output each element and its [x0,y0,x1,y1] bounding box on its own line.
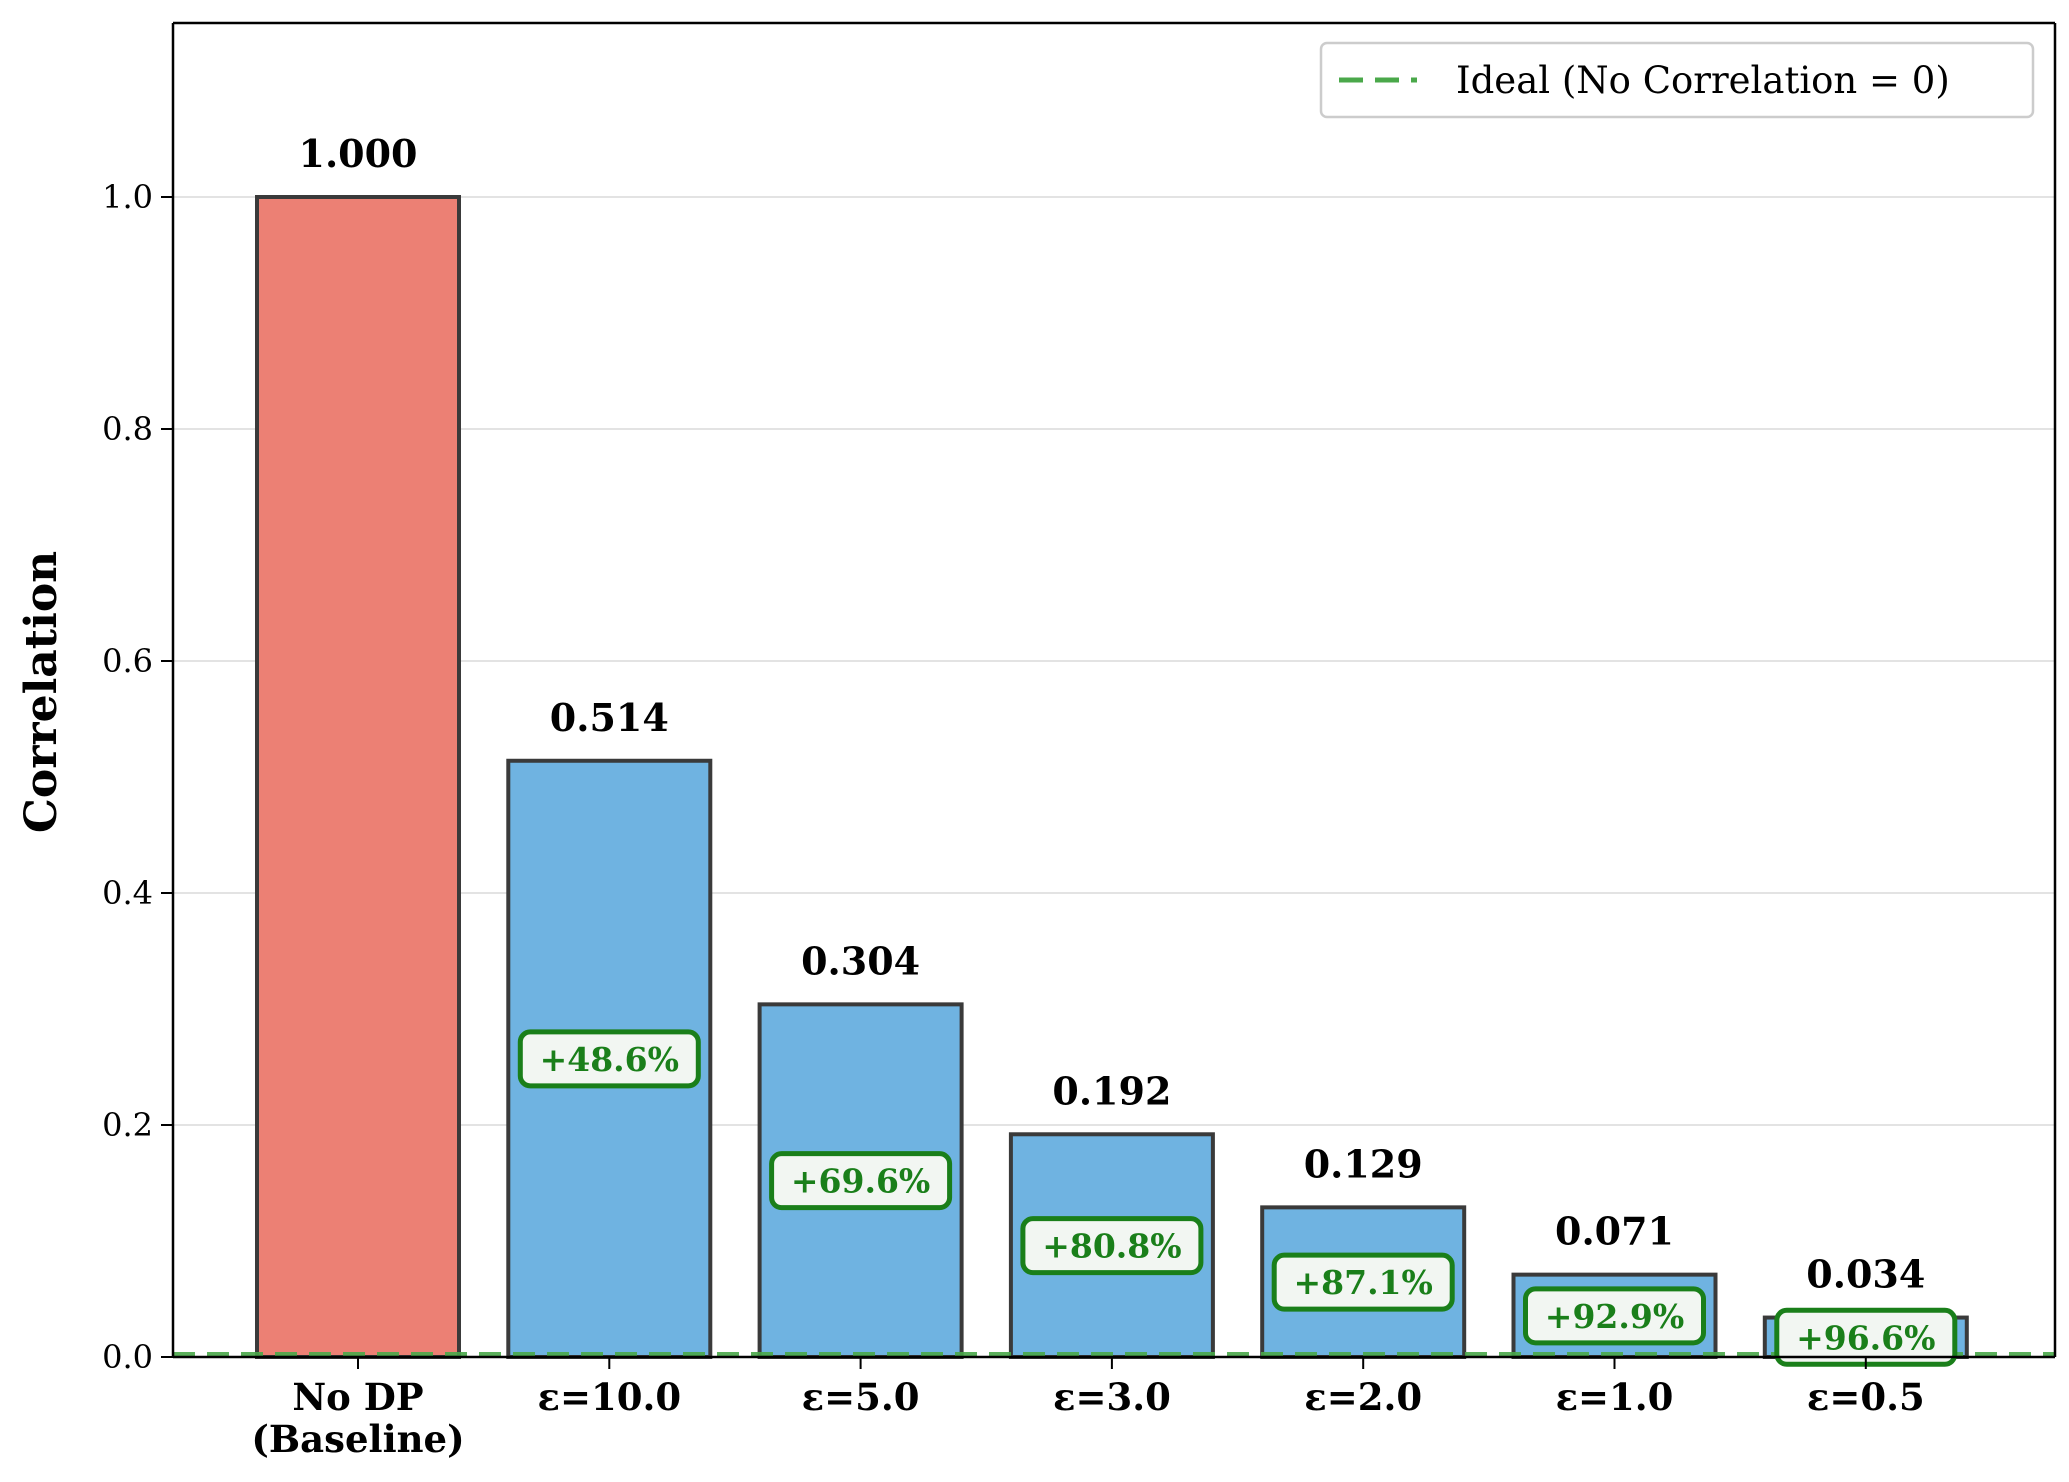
improvement-badge [1020,1216,1204,1276]
improvement-label: +80.8% [1042,1227,1181,1266]
bar-value-label: 0.514 [550,695,669,740]
x-tick-label: ε=2.0 [1304,1375,1422,1419]
y-tick-label: 0.2 [102,1106,153,1144]
x-tick-label: ε=10.0 [537,1375,681,1419]
bar-value-label: 0.129 [1304,1141,1423,1186]
legend-entry-label: Ideal (No Correlation = 0) [1456,59,1950,102]
improvement-label: +48.6% [540,1040,679,1079]
bar-value-label: 0.071 [1555,1209,1674,1254]
x-tick-label: No DP [292,1375,423,1419]
improvement-label: +96.6% [1796,1318,1935,1357]
bar-value-label: 0.192 [1052,1068,1171,1113]
legend-box [1319,41,2035,119]
improvement-badge [1523,1286,1706,1346]
legend: Ideal (No Correlation = 0) [1319,41,2035,119]
improvement-label: +92.9% [1545,1297,1684,1336]
bar-value-label: 0.034 [1806,1252,1925,1297]
x-tick-label: ε=3.0 [1053,1375,1171,1419]
improvement-badge [769,1151,953,1211]
bar-value-label: 1.000 [299,131,418,176]
x-tick-label: (Baseline) [251,1417,464,1461]
y-tick-label: 0.8 [102,410,153,448]
improvement-badge [1271,1252,1455,1312]
y-axis-label: Correlation [16,551,67,833]
improvement-badge [517,1029,701,1089]
x-tick-label: ε=0.5 [1807,1375,1925,1419]
axes: 0.0 0.2 0.4 0.6 0.8 1.0 No DP(Baseline) ε=10.0 ε… [102,21,2057,1461]
improvement-label: +69.6% [791,1162,930,1201]
x-tick-label: ε=1.0 [1556,1375,1674,1419]
bar [255,195,461,1359]
y-tick-label: 1.0 [102,178,153,216]
x-tick-label: ε=5.0 [802,1375,920,1419]
bar-annotations: 1.000 0.514 +48.6% 0.304 +69.6% 0.192 +80.8% 0.… [299,131,1958,1367]
y-tick-label: 0.6 [102,642,153,680]
y-tick-label: 0.0 [102,1338,153,1376]
improvement-label: +87.1% [1294,1263,1433,1302]
bar-value-label: 0.304 [801,938,920,983]
y-tick-label: 0.4 [102,874,153,912]
